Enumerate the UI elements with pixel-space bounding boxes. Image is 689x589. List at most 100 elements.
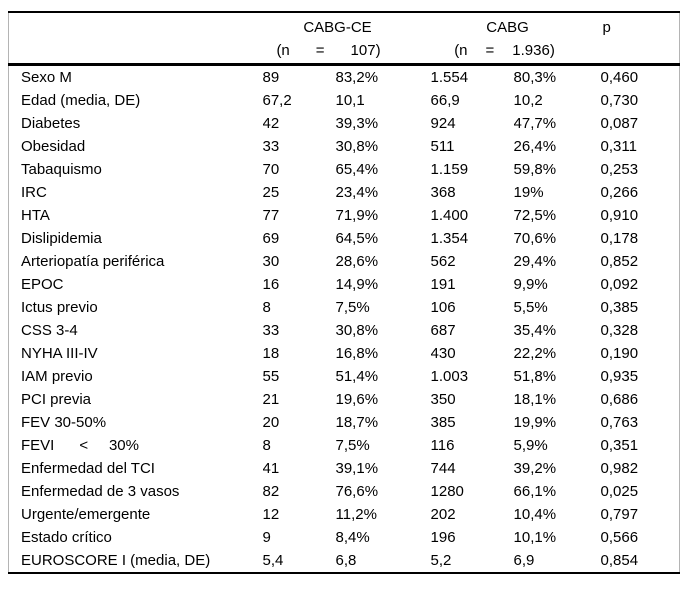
row-label-cell: Ictus previo (21, 299, 98, 316)
cabg-ce-pct-cell: 83,2% (335, 69, 379, 86)
row-label-cell: CSS 3-4 (21, 322, 78, 339)
cabg-pct-cell: 51,8% (513, 368, 557, 385)
row-label-cell: Edad (media, DE) (21, 92, 141, 109)
group-sub-cabg-ce: (n = 107) (263, 43, 431, 59)
cabg-pct-cell: 10,4% (513, 506, 557, 523)
p-value-cell: 0,092 (600, 276, 639, 293)
cabg-n-cell: 66,9 (430, 92, 460, 109)
cabg-pct-cell: 6,9 (513, 552, 535, 569)
table-row: Urgente/emergente 12 11,2% 202 10,4% 0,7… (9, 503, 680, 526)
cabg-ce-n-cell: 16 (262, 276, 280, 293)
cabg-n-cell: 191 (430, 276, 456, 293)
table-row: FEV 30-50% 20 18,7% 385 19,9% 0,763 (9, 411, 680, 434)
table-row: Ictus previo 8 7,5% 106 5,5% 0,385 (9, 296, 680, 319)
p-value-cell: 0,460 (600, 69, 639, 86)
cabg-n-cell: 106 (430, 299, 456, 316)
row-label-cell: PCI previa (21, 391, 92, 408)
cabg-ce-pct-cell: 30,8% (335, 322, 379, 339)
cabg-ce-n-cell: 41 (262, 460, 280, 477)
cabg-n-cell: 687 (430, 322, 456, 339)
row-label-cell: EPOC (21, 276, 64, 293)
p-value-cell: 0,763 (600, 414, 639, 431)
p-value-cell: 0,190 (600, 345, 639, 362)
p-value-cell: 0,797 (600, 506, 639, 523)
table-row: Obesidad 33 30,8% 511 26,4% 0,311 (9, 135, 680, 158)
group-sub-part: (n (276, 42, 290, 59)
cabg-ce-pct-cell: 19,6% (335, 391, 379, 408)
cabg-ce-n-cell: 70 (262, 161, 280, 178)
cabg-n-cell: 5,2 (430, 552, 452, 569)
row-label-cell: Enfermedad de 3 vasos (21, 483, 180, 500)
cabg-ce-n-cell: 33 (262, 138, 280, 155)
table-row: FEVI < 30% 8 7,5% 116 5,9% 0,351 (9, 434, 680, 457)
table-row: Enfermedad del TCI 41 39,1% 744 39,2% 0,… (9, 457, 680, 480)
cabg-ce-n-cell: 12 (262, 506, 280, 523)
cabg-ce-pct-cell: 7,5% (335, 437, 370, 454)
table-row: Enfermedad de 3 vasos 82 76,6% 1280 66,1… (9, 480, 680, 503)
header-row: CABG-CE (n = 107) CABG (n = 1.936) p (8, 12, 680, 66)
row-label-cell: Estado crítico (21, 529, 112, 546)
cabg-ce-pct-cell: 65,4% (335, 161, 379, 178)
p-value-cell: 0,266 (600, 184, 639, 201)
cabg-ce-n-cell: 20 (262, 414, 280, 431)
p-value-cell: 0,087 (600, 115, 639, 132)
cabg-ce-pct-cell: 6,8 (335, 552, 357, 569)
row-label-cell: FEVI < 30% (21, 437, 139, 454)
header-p-cell: p (600, 12, 680, 66)
row-label-cell: Diabetes (21, 115, 81, 132)
cabg-ce-n-cell: 69 (262, 230, 280, 247)
cabg-ce-n-cell: 21 (262, 391, 280, 408)
p-value-cell: 0,385 (600, 299, 639, 316)
cabg-pct-cell: 59,8% (513, 161, 557, 178)
cabg-ce-n-cell: 82 (262, 483, 280, 500)
cabg-pct-cell: 10,1% (513, 529, 557, 546)
table-row: Diabetes 42 39,3% 924 47,7% 0,087 (9, 112, 680, 135)
cabg-pct-cell: 5,5% (513, 299, 548, 316)
row-label-cell: IAM previo (21, 368, 93, 385)
cabg-ce-pct-cell: 71,9% (335, 207, 379, 224)
cabg-pct-cell: 47,7% (513, 115, 557, 132)
table-row: Edad (media, DE) 67,2 10,1 66,9 10,2 0,7… (9, 89, 680, 112)
p-value-cell: 0,311 (600, 138, 637, 155)
cabg-ce-pct-cell: 23,4% (335, 184, 379, 201)
group-sub-part: 107) (350, 42, 381, 59)
cabg-ce-pct-cell: 8,4% (335, 529, 370, 546)
cabg-pct-cell: 72,5% (513, 207, 557, 224)
cabg-pct-cell: 35,4% (513, 322, 557, 339)
cabg-n-cell: 368 (430, 184, 456, 201)
cabg-n-cell: 196 (430, 529, 456, 546)
p-value-cell: 0,730 (600, 92, 639, 109)
p-column-label: p (602, 19, 611, 36)
header-empty-cell (8, 12, 263, 66)
cabg-pct-cell: 9,9% (513, 276, 548, 293)
table-row: IAM previo 55 51,4% 1.003 51,8% 0,935 (9, 365, 680, 388)
p-value-cell: 0,328 (600, 322, 639, 339)
row-label-cell: Sexo M (21, 69, 72, 86)
cabg-n-cell: 430 (430, 345, 456, 362)
cabg-n-cell: 924 (430, 115, 456, 132)
row-label-cell: HTA (21, 207, 50, 224)
cabg-n-cell: 511 (430, 138, 455, 155)
cabg-ce-pct-cell: 39,1% (335, 460, 379, 477)
table-row: NYHA III-IV 18 16,8% 430 22,2% 0,190 (9, 342, 680, 365)
cabg-n-cell: 744 (430, 460, 456, 477)
cabg-ce-pct-cell: 39,3% (335, 115, 379, 132)
cabg-n-cell: 385 (430, 414, 456, 431)
cabg-n-cell: 1.003 (430, 368, 469, 385)
p-value-cell: 0,025 (600, 483, 639, 500)
cabg-ce-n-cell: 33 (262, 322, 280, 339)
p-value-cell: 0,178 (600, 230, 639, 247)
table-header: CABG-CE (n = 107) CABG (n = 1.936) p (8, 12, 680, 66)
p-value-cell: 0,910 (600, 207, 639, 224)
cabg-pct-cell: 5,9% (513, 437, 548, 454)
p-value-cell: 0,852 (600, 253, 639, 270)
cabg-pct-cell: 39,2% (513, 460, 557, 477)
cabg-n-cell: 1.159 (430, 161, 469, 178)
table-row: Sexo M 89 83,2% 1.554 80,3% 0,460 (9, 65, 680, 90)
table-row: IRC 25 23,4% 368 19% 0,266 (9, 181, 680, 204)
cabg-ce-pct-cell: 76,6% (335, 483, 379, 500)
cabg-n-cell: 1.400 (430, 207, 469, 224)
cabg-ce-n-cell: 8 (262, 437, 271, 454)
cabg-pct-cell: 70,6% (513, 230, 557, 247)
cabg-ce-pct-cell: 30,8% (335, 138, 379, 155)
